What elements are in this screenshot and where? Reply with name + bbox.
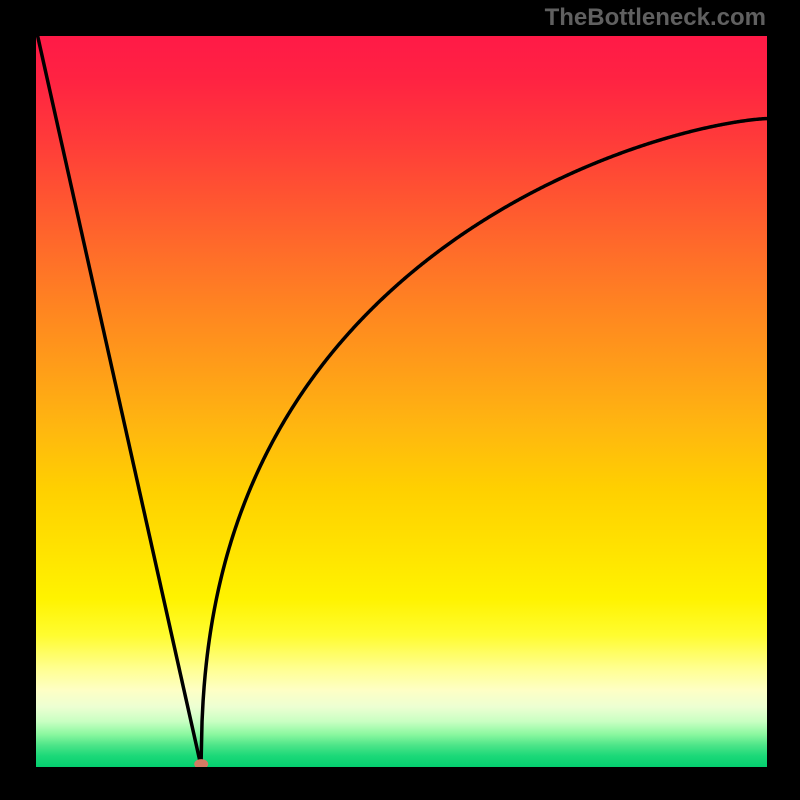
chart-root: TheBottleneck.com [0, 0, 800, 800]
gradient-plot-area [36, 36, 767, 767]
watermark-text: TheBottleneck.com [545, 4, 766, 31]
chart-svg: TheBottleneck.com [0, 0, 800, 800]
